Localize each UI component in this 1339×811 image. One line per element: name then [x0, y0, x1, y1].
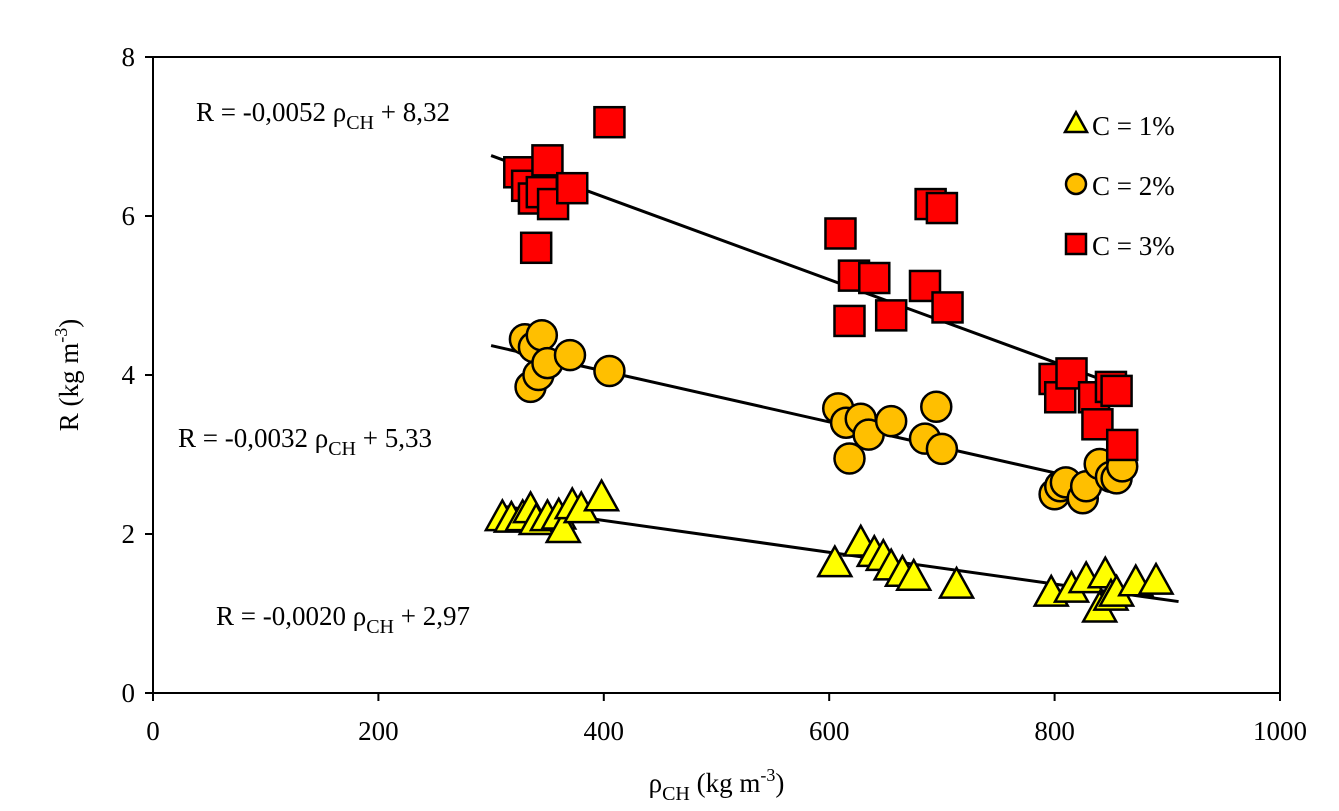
- legend-item-series-1: C = 1%: [1062, 109, 1175, 141]
- y-tick-label: 6: [122, 201, 136, 231]
- equation-subscript: CH: [346, 112, 374, 134]
- trendline-series-2: [490, 344, 1123, 490]
- y-axis-title-close: ): [54, 319, 84, 328]
- equation-suffix: + 2,97: [394, 601, 470, 631]
- data-point-series-2: [593, 354, 626, 388]
- y-axis-title-text: R (kg m: [54, 343, 84, 432]
- equation-group: R = -0,0020 ρCH + 2,97R = -0,0032 ρCH + …: [178, 97, 470, 638]
- data-point-series-1: [1137, 561, 1175, 595]
- x-axis-title-unit: (kg m: [690, 768, 761, 798]
- x-tick-label: 0: [146, 716, 160, 746]
- points-group: [483, 105, 1175, 623]
- x-axis-title-close: ): [775, 768, 784, 798]
- equation-symbol: ρ: [315, 423, 328, 453]
- data-point-series-1: [544, 509, 582, 544]
- x-axis-title: ρCH (kg m-3): [649, 765, 785, 805]
- data-point-series-1: [895, 557, 933, 591]
- data-point-series-1: [937, 565, 976, 599]
- y-tick-label: 8: [122, 42, 136, 72]
- data-point-series-2: [874, 404, 908, 438]
- x-axis-title-symbol: ρ: [649, 768, 662, 798]
- x-axis-title-superscript: -3: [760, 765, 775, 785]
- data-point-series-3: [931, 291, 964, 324]
- equation-prefix: R = -0,0032: [178, 423, 315, 453]
- trendline-series-3: [490, 154, 1118, 387]
- legend: C = 1% C = 2% C = 3%: [1062, 109, 1175, 261]
- series-3-points: [503, 105, 1139, 462]
- data-point-series-3: [858, 261, 891, 295]
- x-tick-label: 800: [1034, 716, 1075, 746]
- legend-label: C = 2%: [1092, 171, 1175, 201]
- equation-suffix: + 5,33: [356, 423, 432, 453]
- data-point-series-2: [525, 319, 559, 352]
- data-point-series-3: [531, 144, 564, 177]
- trendline-equation-series-2: R = -0,0032 ρCH + 5,33: [178, 423, 432, 460]
- equation-symbol: ρ: [333, 97, 346, 127]
- y-axis-title-superscript: -3: [51, 328, 71, 343]
- data-point-series-3: [874, 299, 908, 332]
- data-point-series-2: [925, 432, 959, 466]
- y-tick-label: 2: [122, 519, 136, 549]
- x-tick-label: 200: [358, 716, 399, 746]
- equation-prefix: R = -0,0020: [216, 601, 353, 631]
- data-point-series-3: [593, 105, 626, 139]
- equation-subscript: CH: [328, 438, 356, 460]
- data-point-series-2: [833, 442, 866, 475]
- equation-prefix: R = -0,0052: [196, 97, 333, 127]
- x-tick-label: 400: [584, 716, 625, 746]
- legend-marker-triangle: [1062, 109, 1090, 134]
- data-point-series-3: [519, 231, 553, 265]
- legend-label: C = 3%: [1092, 231, 1175, 261]
- equation-suffix: + 8,32: [374, 97, 450, 127]
- legend-item-series-3: C = 3%: [1064, 231, 1175, 261]
- data-point-series-2: [920, 390, 953, 424]
- equation-symbol: ρ: [353, 601, 366, 631]
- y-tick-label: 4: [122, 360, 136, 390]
- legend-item-series-2: C = 2%: [1064, 171, 1175, 201]
- series-1-points: [483, 477, 1175, 623]
- x-axis-title-subscript: CH: [662, 783, 690, 805]
- x-tick-label: 600: [809, 716, 850, 746]
- equation-subscript: CH: [366, 616, 394, 638]
- legend-label: C = 1%: [1092, 111, 1175, 141]
- trendline-equation-series-1: R = -0,0020 ρCH + 2,97: [216, 601, 470, 638]
- data-point-series-3: [833, 304, 866, 338]
- data-point-series-2: [553, 338, 587, 372]
- data-point-series-3: [925, 191, 959, 225]
- data-point-series-3: [555, 171, 589, 205]
- data-point-series-3: [824, 217, 857, 250]
- data-point-series-1: [582, 477, 621, 512]
- y-axis-title: R (kg m-3): [51, 319, 84, 432]
- trendline-equation-series-3: R = -0,0052 ρCH + 8,32: [196, 97, 450, 134]
- x-tick-label: 1000: [1253, 716, 1307, 746]
- data-point-series-1: [816, 543, 854, 578]
- data-point-series-3: [1105, 428, 1139, 462]
- legend-marker-circle: [1064, 172, 1088, 196]
- y-tick-label: 0: [122, 678, 136, 708]
- legend-marker-square: [1064, 232, 1088, 256]
- data-point-series-3: [1081, 408, 1114, 441]
- data-point-series-3: [1100, 374, 1133, 408]
- series-2-points: [508, 319, 1139, 515]
